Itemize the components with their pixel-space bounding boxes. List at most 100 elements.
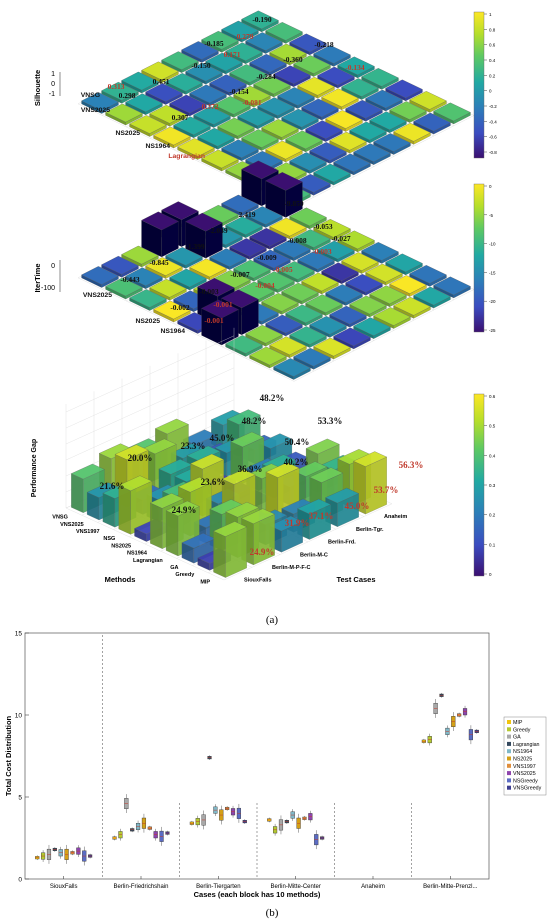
tile — [389, 275, 427, 294]
boxplot-x-ticks: SiouxFalls Berlin-Friedrichshain Berlin-Ti… — [50, 876, 478, 890]
perf-bar — [309, 467, 344, 483]
perf-colorbar: 0.6 0.5 0.4 0.3 0.2 0.1 0 — [473, 393, 496, 577]
legend-swatch — [507, 749, 511, 754]
case-tick-label: Berlin-Tgr. — [356, 527, 384, 533]
silhouette-value-label: -0.185 — [204, 39, 224, 48]
legend-swatch — [507, 727, 511, 732]
tile — [253, 249, 291, 269]
perf-bar — [177, 477, 212, 493]
method-tick-label: GA — [170, 565, 178, 571]
legend-entry: GA — [513, 735, 521, 741]
silhouette-value-label: -0.081 — [242, 98, 262, 107]
x-tick-label: Berlin-Tiergarten — [196, 884, 240, 890]
tile — [149, 104, 187, 124]
silhouette-value-label: -0.218 — [314, 40, 334, 49]
colorbar-tick-label: 0.4 — [489, 453, 496, 458]
tile — [169, 94, 207, 114]
perf-z-label: Performance Gap — [31, 439, 38, 497]
test-cases-axis-label: Test Cases — [336, 575, 375, 584]
perf-bar-side — [102, 492, 115, 528]
tile — [325, 284, 363, 303]
silhouette-row-label: VNSG — [81, 92, 100, 99]
colorbar-tick-label: -25 — [489, 328, 496, 333]
perf-bar — [297, 498, 332, 515]
tile — [273, 239, 311, 259]
tile — [433, 276, 471, 296]
silhouette-z-axis: 1 0 -1 Silhouette — [33, 70, 61, 106]
method-tick-label: Lagrangian — [133, 558, 163, 564]
method-tick-label: VNSG — [52, 515, 68, 521]
tile — [285, 130, 323, 150]
tile — [129, 289, 167, 308]
tile — [221, 289, 259, 309]
itertime-z-tick: 0 — [51, 263, 55, 270]
perf-bar-side — [213, 530, 226, 578]
tile — [333, 327, 371, 347]
colorbar-tick-label: 0.6 — [489, 43, 496, 48]
perf-value-label: 48.2% — [260, 393, 285, 403]
tile — [189, 84, 227, 104]
perf-bar — [118, 475, 153, 491]
panel-b-label: (b) — [266, 907, 279, 919]
tile — [257, 271, 295, 290]
case-tick-label: Anaheim — [384, 514, 407, 520]
legend-entry: NSGreedy — [513, 778, 538, 784]
tile — [409, 91, 447, 110]
method-tick-label: VNS1997 — [76, 529, 100, 535]
legend-entry: VNS1997 — [513, 764, 536, 770]
itertime-value-label: -0.007 — [230, 270, 250, 279]
tile — [313, 337, 351, 357]
tile — [301, 272, 339, 292]
silhouette-row-label: NS1964 — [145, 143, 170, 150]
tile — [349, 295, 387, 315]
tile — [297, 250, 335, 270]
perf-bar — [225, 502, 260, 518]
silhouette-value-label: -0.154 — [229, 87, 249, 96]
tile — [293, 229, 331, 248]
perf-bar — [325, 487, 360, 504]
tile — [173, 116, 211, 136]
perf-value-label: 53.7% — [374, 485, 399, 495]
legend-swatch — [507, 741, 511, 746]
tile — [353, 143, 391, 162]
tile — [313, 45, 351, 64]
perf-bar — [186, 445, 221, 462]
itertime-row-label: NS1964 — [160, 328, 185, 335]
tile — [241, 160, 279, 180]
tile — [333, 153, 371, 173]
colorbar-tick-label: 0.8 — [489, 27, 496, 32]
tile — [169, 268, 207, 288]
silhouette-z-tick: 1 — [51, 71, 55, 78]
colorbar-tick-label: -5 — [489, 213, 493, 218]
tile — [361, 68, 399, 87]
tile — [225, 335, 263, 354]
method-tick-label: MIP — [200, 579, 210, 585]
silhouette-value-label: 0.451 — [153, 77, 170, 86]
legend-swatch — [507, 756, 511, 761]
tile — [245, 32, 283, 51]
tile — [393, 122, 431, 142]
tile — [329, 305, 367, 325]
silhouette-value-label: 0.298 — [119, 91, 136, 100]
tile — [305, 294, 343, 313]
tile — [321, 88, 359, 108]
legend-swatch — [507, 785, 511, 790]
itertime-value-label: -0.008 — [287, 236, 307, 245]
colorbar-tick-label: 0.4 — [489, 58, 496, 63]
tile — [301, 98, 339, 118]
perf-bar — [221, 469, 256, 485]
tile — [373, 133, 411, 152]
tile — [321, 262, 359, 282]
tile — [345, 273, 383, 293]
perf-value-label: 23.3% — [181, 441, 206, 451]
tile — [329, 131, 367, 151]
perf-value-label: 24.9% — [250, 547, 275, 557]
tile — [341, 78, 379, 97]
colorbar-tick-label: 0.2 — [489, 513, 496, 518]
perf-bar — [165, 500, 200, 517]
itertime-value-label: -9.850 — [284, 199, 304, 208]
colorbar-tick-label: 0.3 — [489, 483, 496, 488]
tile — [309, 316, 347, 335]
